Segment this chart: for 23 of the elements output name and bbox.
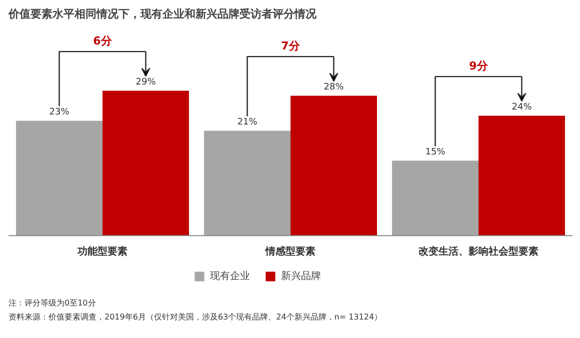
legend-label: 现有企业 [210, 270, 250, 283]
bar [478, 116, 565, 236]
bar [392, 160, 478, 236]
x-tick-label: 改变生活、影响社会型要素 [418, 246, 538, 258]
x-tick-label: 功能型要素 [76, 246, 128, 258]
data-label: 29% [136, 78, 156, 88]
data-label: 15% [425, 148, 446, 158]
x-tick-label: 情感型要素 [264, 246, 316, 258]
data-label: 24% [512, 102, 532, 113]
text: 注：评分等级为0至10分 [8, 298, 96, 308]
text: 资料来源：价值要素调查，2019年6月（仅针对美国，涉及63个现有品牌、24个新兴品牌，n= 13124） [8, 312, 382, 322]
text: 9分 [469, 60, 489, 73]
legend-label: 新兴品牌 [281, 270, 321, 283]
data-label: 28% [324, 82, 344, 93]
bar [16, 120, 102, 236]
text: 6分 [93, 34, 113, 48]
text: 7分 [281, 40, 301, 53]
bar [290, 96, 377, 236]
chart-title: 价值要素水平相同情况下，现有企业和新兴品牌受访者评分情况 [8, 8, 318, 20]
bar [204, 130, 290, 236]
data-label: 21% [237, 118, 258, 128]
data-label: 23% [49, 108, 70, 118]
bar [102, 90, 189, 236]
